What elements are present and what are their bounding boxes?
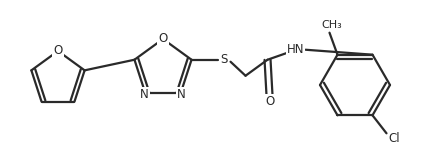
Text: O: O [54,44,62,57]
Text: O: O [265,95,274,108]
Text: CH₃: CH₃ [321,20,342,30]
Text: Cl: Cl [389,132,400,145]
Text: HN: HN [287,43,304,56]
Text: N: N [177,88,186,101]
Text: S: S [220,53,227,66]
Text: O: O [158,32,168,44]
Text: N: N [140,88,149,101]
